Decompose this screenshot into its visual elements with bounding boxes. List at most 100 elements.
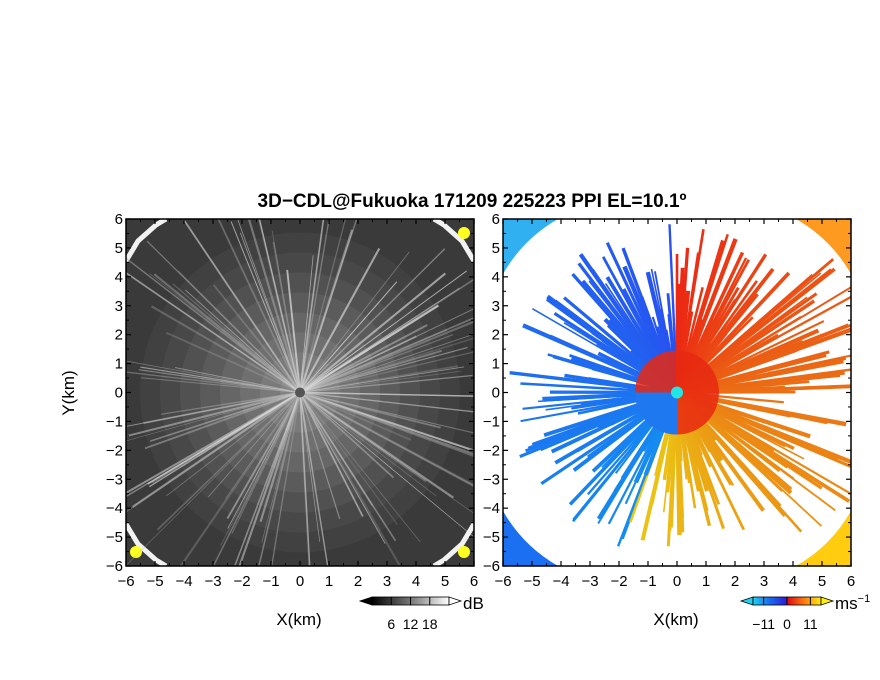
- snr-ray: [156, 391, 301, 531]
- snr-ray: [184, 289, 301, 393]
- x-tick-label: 5: [818, 573, 826, 590]
- x-tick-label: −5: [146, 573, 163, 590]
- snr-ray: [126, 392, 301, 513]
- snr-ray: [299, 391, 402, 566]
- x-tick-label: −6: [117, 573, 134, 590]
- snr-ray: [126, 371, 301, 394]
- snr-ray: [160, 391, 301, 415]
- snr-ray: [299, 392, 311, 566]
- x-tick-label: −2: [233, 573, 250, 590]
- snr-ray: [146, 240, 301, 393]
- snr-ray: [299, 366, 465, 393]
- y-tick-label: −5: [106, 529, 123, 546]
- snr-ray: [299, 219, 347, 393]
- y-tick-label: −3: [106, 471, 123, 488]
- x-tick-label: 5: [441, 573, 449, 590]
- snr-ray: [286, 269, 301, 393]
- y-tick-label: −2: [106, 442, 123, 459]
- y-tick-label: 3: [492, 298, 500, 315]
- colorbar-tick-label: −11: [752, 616, 775, 632]
- snr-ray: [149, 391, 301, 442]
- snr-ray: [299, 391, 474, 452]
- colorbar-extend-min: [739, 596, 754, 606]
- colorbar-tick-label: 18: [422, 616, 438, 632]
- x-tick-label: 6: [847, 573, 855, 590]
- snr-ray: [208, 392, 301, 498]
- snr-ray: [213, 284, 301, 394]
- velocity-edge-echo: [503, 511, 558, 566]
- y-tick-label: 2: [492, 327, 500, 344]
- snr-ray: [174, 367, 301, 393]
- snr-ray: [126, 392, 301, 427]
- velocity-edge-echo: [796, 511, 851, 566]
- snr-ray: [299, 320, 474, 394]
- snr-ray: [299, 392, 374, 507]
- snr-edge-echoes: [126, 219, 474, 566]
- y-tick-label: −6: [106, 558, 123, 575]
- snr-ray: [299, 351, 474, 394]
- colorbar-tick-label: 6: [387, 616, 395, 632]
- x-tick-label: −3: [204, 573, 221, 590]
- snr-ray: [247, 219, 302, 393]
- snr-ray: [299, 219, 358, 393]
- y-tick-label: −1: [106, 413, 123, 430]
- radar-site-marker-velocity: [671, 386, 683, 399]
- snr-ray: [126, 391, 301, 495]
- x-tick-label: 6: [470, 573, 478, 590]
- snr-saturated-echo: [458, 227, 470, 239]
- velocity-core-negative: [635, 392, 677, 435]
- y-tick-label: −3: [483, 471, 500, 488]
- snr-ray: [299, 374, 473, 394]
- snr-ray: [299, 391, 474, 458]
- snr-ray: [299, 247, 381, 393]
- snr-ray: [126, 257, 301, 394]
- x-tick-label: 3: [760, 573, 768, 590]
- snr-edge-echo: [126, 219, 168, 263]
- snr-ray: [299, 391, 441, 429]
- snr-ray: [233, 392, 301, 566]
- y-tick-label: 6: [115, 211, 123, 228]
- y-tick-label: 5: [115, 240, 123, 257]
- y-tick-label: 5: [492, 240, 500, 257]
- x-tick-label: 3: [383, 573, 391, 590]
- snr-ray: [299, 251, 410, 393]
- snr-ray: [299, 248, 446, 394]
- x-tick-label: −6: [494, 573, 511, 590]
- snr-ray: [299, 392, 474, 538]
- snr-ray: [126, 271, 301, 394]
- snr-ray: [299, 392, 386, 544]
- snr-ray: [299, 304, 439, 394]
- x-tick-label: −5: [523, 573, 540, 590]
- velocity-edge-echo: [796, 219, 851, 274]
- y-tick-label: 4: [115, 269, 123, 286]
- snr-ray: [217, 219, 301, 393]
- snr-ray: [299, 337, 474, 394]
- snr-ray: [299, 391, 474, 486]
- colorbar-extend-max: [448, 596, 463, 606]
- x-tick-label: −4: [552, 573, 569, 590]
- snr-ray: [299, 316, 474, 394]
- snr-ray: [299, 392, 341, 519]
- snr-ray: [299, 219, 330, 393]
- snr-edge-echo: [432, 522, 474, 566]
- snr-ray: [259, 392, 302, 522]
- snr-ray: [140, 377, 301, 393]
- snr-ray: [226, 392, 301, 519]
- snr-ray: [299, 391, 412, 441]
- snr-x-ticks: −6 −5 −4 −3 −2 −1 0 1 2 3 4 5 6: [117, 219, 478, 590]
- snr-ray: [299, 255, 314, 393]
- x-tick-label: 4: [412, 573, 420, 590]
- snr-ray: [126, 360, 301, 393]
- snr-ray: [299, 391, 474, 488]
- snr-ray: [179, 391, 301, 566]
- snr-ray: [126, 391, 301, 438]
- x-tick-label: −1: [639, 573, 656, 590]
- snr-ray: [299, 392, 398, 525]
- colorbar-tick-label: 11: [803, 616, 818, 632]
- snr-ray: [299, 392, 329, 566]
- snr-ray: [299, 287, 460, 393]
- x-tick-label: 0: [296, 573, 304, 590]
- x-tick-label: 1: [325, 573, 333, 590]
- x-tick-label: −4: [175, 573, 192, 590]
